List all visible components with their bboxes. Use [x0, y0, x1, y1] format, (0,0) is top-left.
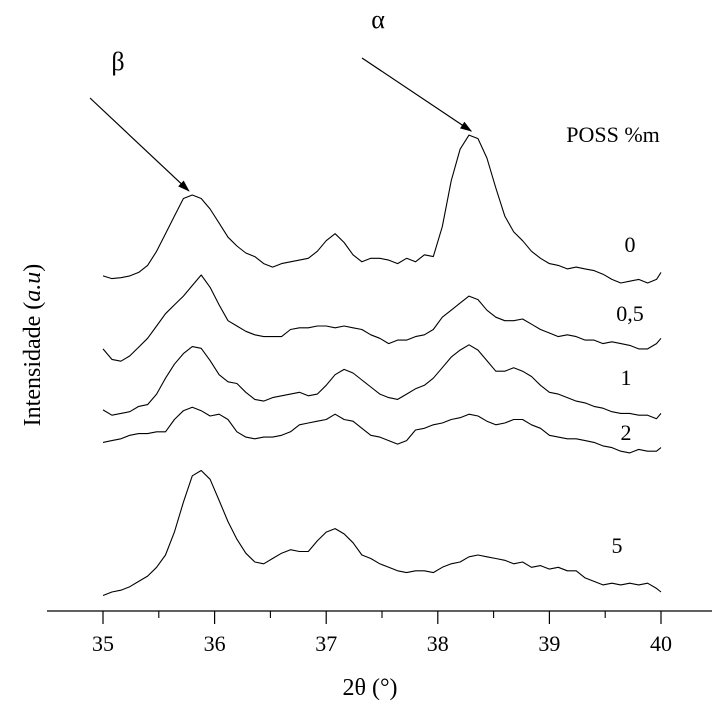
y-axis-label-part-3: ) [20, 264, 46, 272]
annotation-arrow-alpha [361, 57, 473, 132]
series-line-2 [102, 406, 662, 454]
annotation-arrow-beta [89, 97, 190, 192]
series-line-5 [102, 469, 662, 597]
series-line-0 [102, 134, 662, 284]
series-label-2: 2 [621, 420, 632, 445]
series-line-0-5 [102, 274, 662, 362]
x-tick-label-37: 37 [315, 631, 337, 656]
x-tick-label-36: 36 [204, 631, 226, 656]
series-line-1 [102, 344, 662, 420]
x-tick-label-39: 39 [538, 631, 560, 656]
x-tick-label-38: 38 [427, 631, 449, 656]
x-axis-label: 2θ (°) [342, 675, 397, 701]
series-label-1: 1 [621, 365, 632, 390]
series-label-5: 5 [612, 533, 623, 558]
series-label-0: 0 [625, 232, 636, 257]
annotation-label-beta: β [111, 47, 124, 76]
annotation-label-alpha: α [371, 5, 385, 34]
x-tick-label-40: 40 [650, 631, 672, 656]
x-ticks: 35 36 37 38 39 40 [92, 611, 672, 656]
series-label-0-5: 0,5 [616, 301, 644, 326]
series-group: 0 0,5 1 2 5 [102, 134, 662, 597]
y-axis-label: Intensidade (a.u) [20, 264, 46, 427]
legend-title: POSS %m [566, 122, 660, 147]
y-axis-label-unit: a.u [20, 272, 46, 302]
x-tick-label-35: 35 [92, 631, 114, 656]
annotation-group: βα [89, 5, 473, 192]
y-axis-label-part-1: Intensidade ( [20, 302, 46, 427]
